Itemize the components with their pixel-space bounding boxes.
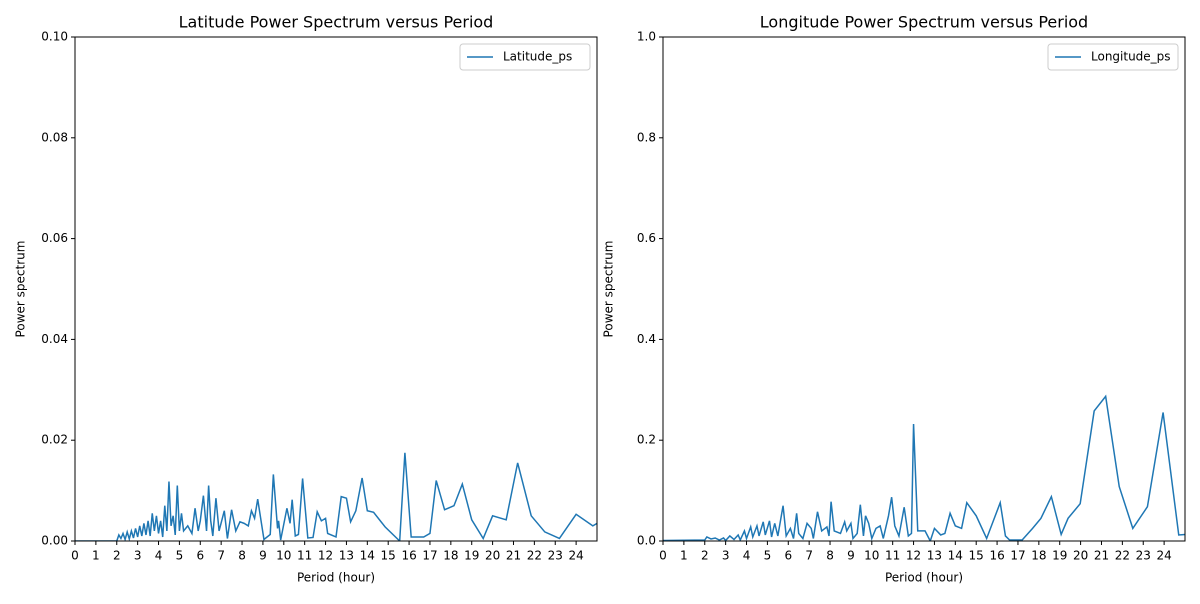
- x-tick-label: 24: [1156, 549, 1171, 563]
- y-tick-label: 0.10: [41, 30, 68, 44]
- x-tick-label: 20: [1073, 549, 1088, 563]
- x-tick-label: 13: [339, 549, 354, 563]
- y-tick-label: 0.00: [41, 534, 68, 548]
- x-tick-label: 16: [401, 549, 416, 563]
- x-tick-label: 18: [1031, 549, 1046, 563]
- x-tick-label: 8: [826, 549, 834, 563]
- x-tick-label: 14: [948, 549, 963, 563]
- legend-box: [459, 43, 591, 71]
- x-tick-label: 1: [92, 549, 100, 563]
- x-tick-label: 0: [659, 549, 667, 563]
- x-tick-label: 19: [464, 549, 479, 563]
- x-tick-label: 22: [527, 549, 542, 563]
- x-tick-label: 23: [1136, 549, 1151, 563]
- y-tick-label: 0.4: [637, 332, 656, 346]
- x-tick-label: 3: [134, 549, 142, 563]
- x-tick-label: 6: [196, 549, 204, 563]
- x-tick-label: 16: [989, 549, 1004, 563]
- x-tick-label: 2: [113, 549, 121, 563]
- x-tick-label: 1: [680, 549, 688, 563]
- x-tick-label: 5: [764, 549, 772, 563]
- x-tick-label: 8: [238, 549, 246, 563]
- x-tick-label: 12: [906, 549, 921, 563]
- y-axis-label: Power spectrum: [14, 241, 28, 338]
- x-axis-label: Period (hour): [297, 571, 375, 585]
- x-tick-label: 15: [381, 549, 396, 563]
- x-tick-label: 14: [360, 549, 375, 563]
- y-tick-label: 0.06: [41, 231, 68, 245]
- x-tick-label: 6: [784, 549, 792, 563]
- x-tick-label: 4: [743, 549, 751, 563]
- x-tick-label: 22: [1115, 549, 1130, 563]
- x-tick-label: 24: [568, 549, 583, 563]
- series-line: [75, 452, 597, 541]
- x-tick-label: 3: [722, 549, 730, 563]
- x-tick-label: 10: [276, 549, 291, 563]
- x-tick-label: 11: [297, 549, 312, 563]
- x-tick-label: 10: [864, 549, 879, 563]
- legend-label: Longitude_ps: [1091, 50, 1171, 64]
- chart-title: Latitude Power Spectrum versus Period: [179, 13, 494, 32]
- x-tick-label: 23: [548, 549, 563, 563]
- x-tick-label: 9: [847, 549, 855, 563]
- y-axis-label: Power spectrum: [602, 241, 616, 338]
- legend-label: Latitude_ps: [503, 50, 572, 64]
- x-tick-label: 13: [927, 549, 942, 563]
- chart-title: Longitude Power Spectrum versus Period: [760, 13, 1088, 32]
- y-tick-label: 0.6: [637, 231, 656, 245]
- series-line: [663, 394, 1185, 541]
- y-tick-label: 0.8: [637, 130, 656, 144]
- x-axis-label: Period (hour): [885, 571, 963, 585]
- x-tick-label: 11: [885, 549, 900, 563]
- y-tick-label: 0.04: [41, 332, 68, 346]
- x-tick-label: 4: [155, 549, 163, 563]
- x-tick-label: 2: [701, 549, 709, 563]
- x-tick-label: 9: [259, 549, 267, 563]
- y-tick-label: 1.0: [637, 30, 656, 44]
- x-tick-label: 12: [318, 549, 333, 563]
- x-tick-label: 20: [485, 549, 500, 563]
- y-tick-label: 0.0: [637, 534, 656, 548]
- x-tick-label: 17: [422, 549, 437, 563]
- x-tick-label: 21: [506, 549, 521, 563]
- x-tick-label: 19: [1052, 549, 1067, 563]
- x-tick-label: 7: [805, 549, 813, 563]
- axes-frame: [662, 36, 1186, 542]
- legend-box: [1047, 43, 1179, 71]
- y-tick-label: 0.02: [41, 433, 68, 447]
- x-tick-label: 21: [1094, 549, 1109, 563]
- x-tick-label: 0: [71, 549, 79, 563]
- x-tick-label: 7: [217, 549, 225, 563]
- x-tick-label: 15: [969, 549, 984, 563]
- y-tick-label: 0.08: [41, 130, 68, 144]
- axes-frame: [74, 36, 598, 542]
- y-tick-label: 0.2: [637, 433, 656, 447]
- x-tick-label: 18: [443, 549, 458, 563]
- x-tick-label: 5: [176, 549, 184, 563]
- x-tick-label: 17: [1010, 549, 1025, 563]
